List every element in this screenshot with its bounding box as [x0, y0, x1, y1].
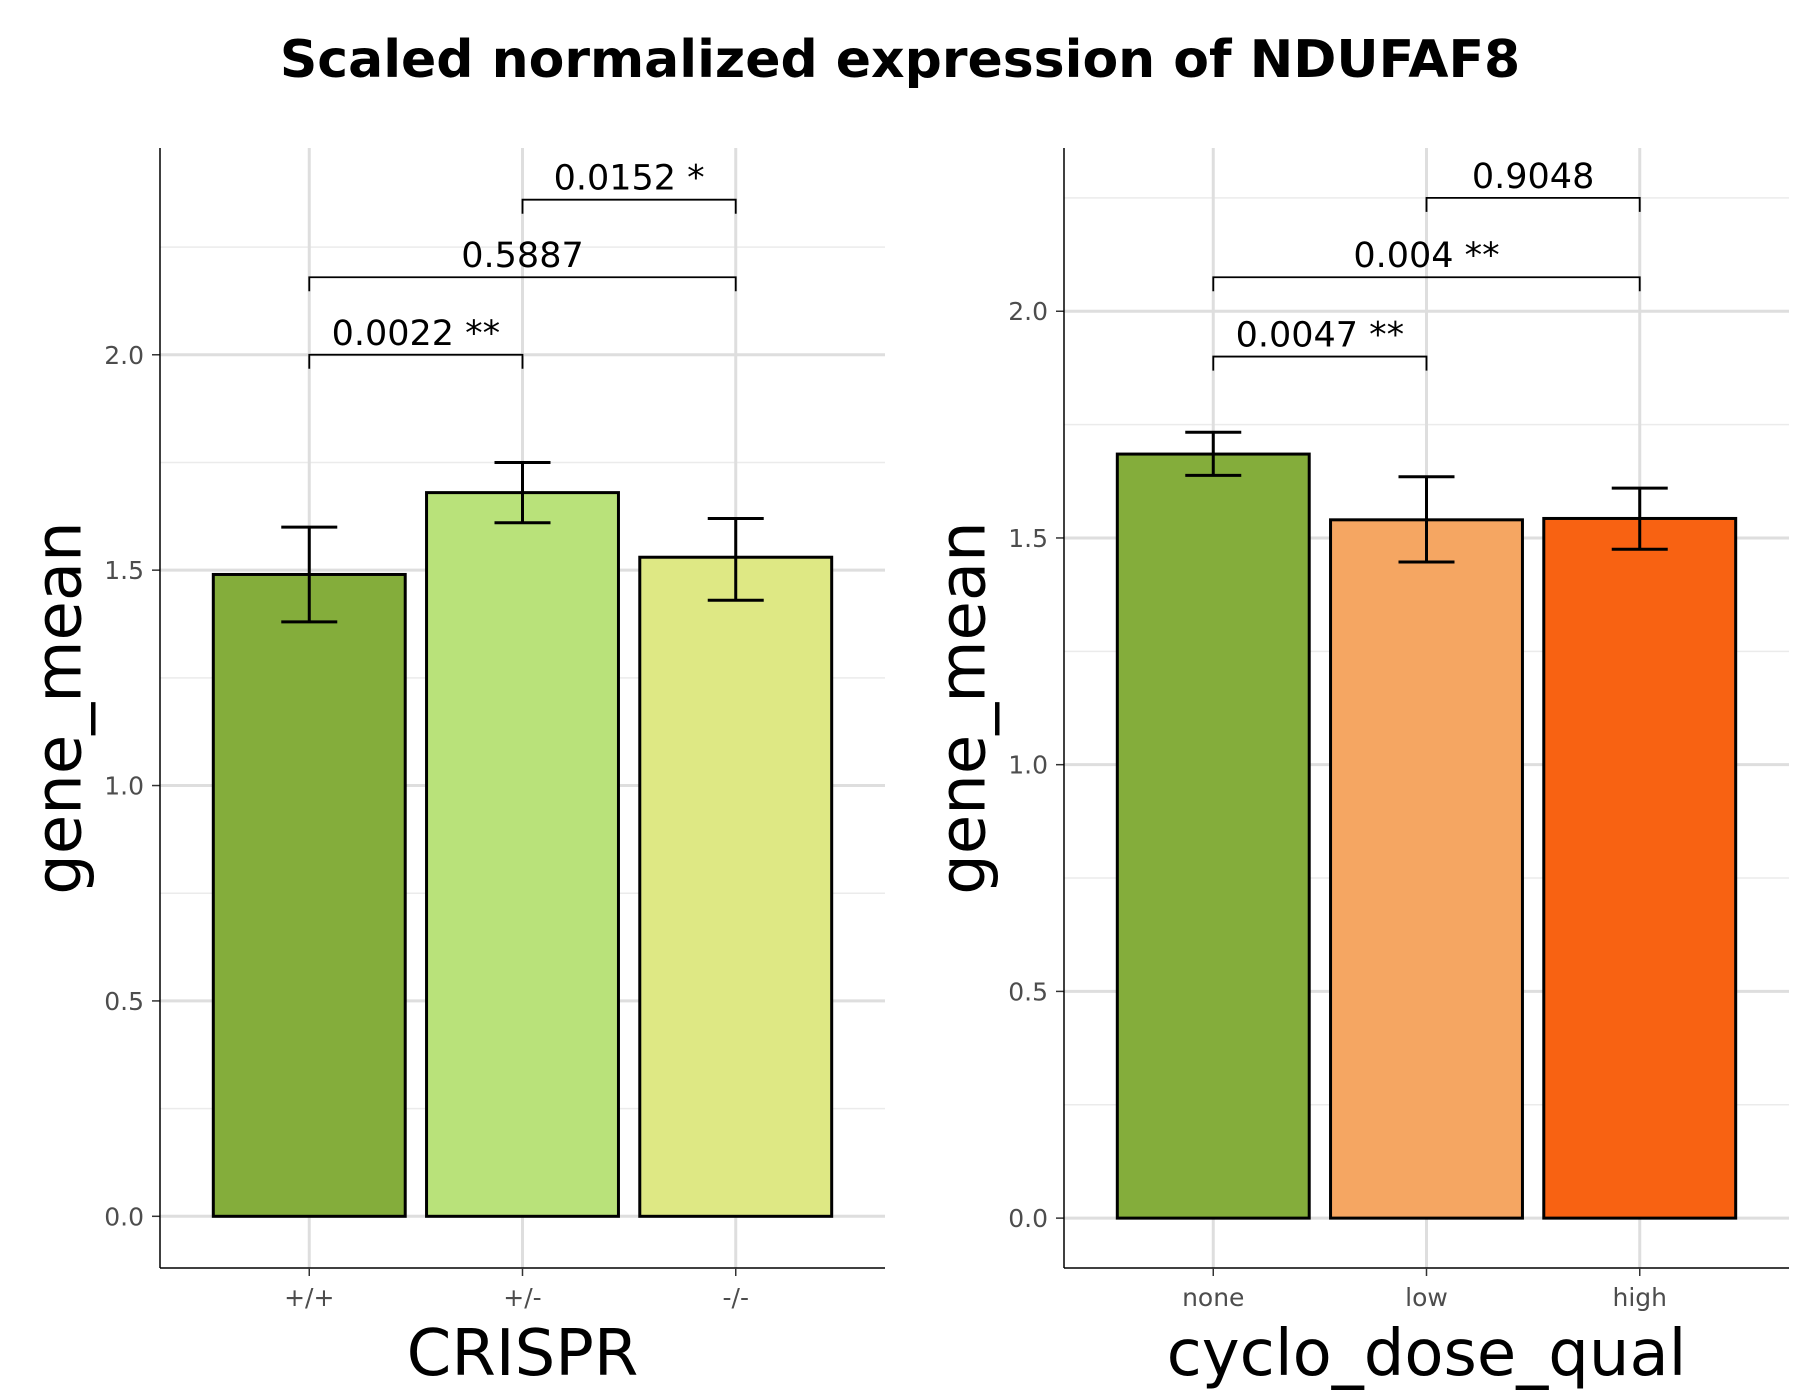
x-tick-label: +/- — [503, 1283, 541, 1312]
chart-title: Scaled normalized expression of NDUFAF8 — [279, 30, 1521, 90]
x-axis-title: CRISPR — [407, 1317, 639, 1391]
panel-1: 0.0 0.5 1.0 1.5 2.0 0.0022 ** 0.5887 0.0152 * +/… — [22, 148, 885, 1391]
x-tick-label: +/+ — [284, 1283, 334, 1312]
significance-label: 0.004 ** — [1353, 236, 1499, 276]
panel-2: 0.0 0.5 1.0 1.5 2.0 0.0047 ** 0.004 ** 0.9048 no… — [926, 148, 1789, 1391]
bar--/- — [638, 555, 834, 1218]
y-tick-label: 1.5 — [1008, 524, 1048, 553]
y-tick-label: 2.0 — [1008, 297, 1048, 326]
significance-label: 0.0047 ** — [1236, 316, 1405, 356]
y-tick-label: 0.5 — [1008, 977, 1048, 1006]
significance-bracket — [521, 198, 737, 214]
y-tick-label: 1.0 — [1008, 751, 1048, 780]
y-tick-label: 2.0 — [104, 341, 144, 370]
x-tick-label: high — [1612, 1283, 1667, 1312]
y-tick-label: 1.0 — [104, 772, 144, 801]
bar-high — [1542, 516, 1738, 1220]
significance-label: 0.9048 — [1472, 157, 1594, 197]
significance-bracket — [1425, 196, 1641, 212]
x-tick-label: low — [1405, 1283, 1448, 1312]
significance-bracket — [1212, 276, 1641, 292]
y-tick-label: 0.0 — [1008, 1204, 1048, 1233]
bar-low — [1329, 518, 1524, 1220]
significance-bracket — [308, 276, 737, 292]
y-axis-title: gene_mean — [926, 521, 1000, 894]
x-tick-label: none — [1182, 1283, 1244, 1312]
bar-none — [1115, 452, 1311, 1220]
bar-+/- — [425, 491, 620, 1218]
y-tick-label: 1.5 — [104, 556, 144, 585]
significance-bracket — [308, 353, 524, 369]
y-tick-label: 0.5 — [104, 987, 144, 1016]
significance-bracket — [1212, 355, 1428, 371]
y-axis-title: gene_mean — [22, 521, 96, 894]
significance-label: 0.0152 * — [554, 159, 705, 199]
significance-label: 0.5887 — [461, 236, 583, 276]
x-tick-label: -/- — [723, 1283, 749, 1312]
y-tick-label: 0.0 — [104, 1202, 144, 1231]
significance-label: 0.0022 ** — [332, 314, 501, 354]
bar-+/+ — [211, 572, 407, 1218]
x-axis-title: cyclo_dose_qual — [1167, 1317, 1687, 1391]
